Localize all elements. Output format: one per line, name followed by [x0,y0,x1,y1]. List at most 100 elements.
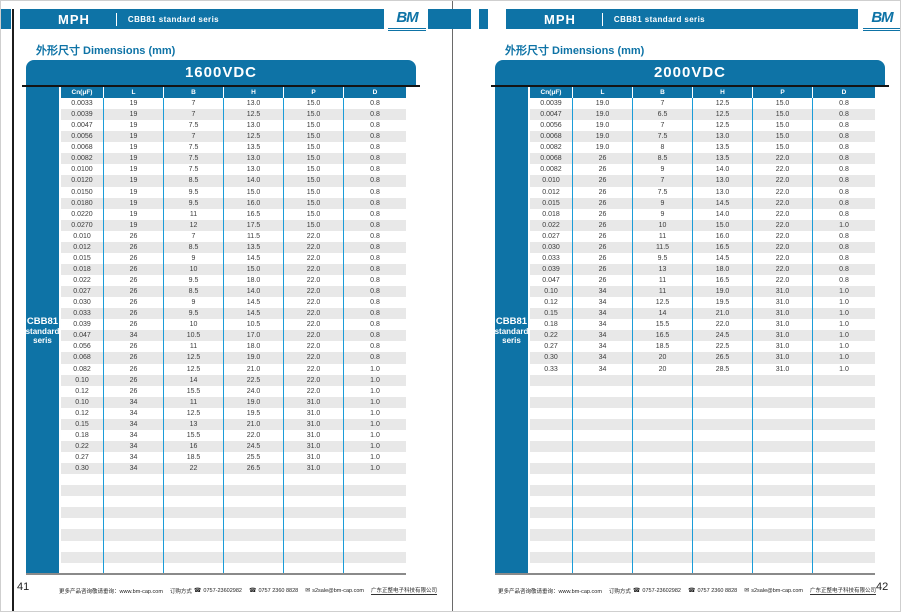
table-row: 0.0056 19 7 12.5 15.0 0.8 [61,131,406,143]
catalog-page-left: MPH CBB81 standard seris BM 外形尺寸 Dimensi… [1,1,471,611]
cell-b: 14 [633,308,693,320]
cell-cn [61,496,104,508]
cell-b [164,474,224,486]
cell-l [573,374,633,386]
cell-b: 10 [633,219,693,231]
cell-p: 22.0 [284,308,344,320]
table-row [530,485,875,497]
cell-d [344,552,406,563]
cell-b [633,440,693,452]
cell-cn: 0.22 [61,440,104,452]
cell-b: 7.5 [164,120,224,132]
section-title: 外形尺寸 Dimensions (mm) [36,45,176,57]
cell-p: 15.0 [284,142,344,154]
cell-cn [530,551,573,563]
cell-l: 19.0 [573,131,633,143]
cell-p: 15.0 [284,186,344,198]
cell-p: 22.0 [284,263,344,275]
cell-h: 15.0 [224,263,284,275]
cell-p: 31.0 [284,463,344,475]
cell-b [633,529,693,541]
cell-p [753,562,813,574]
footer-email-group: ✉ s2sale@bm-cap.com [744,587,803,595]
cell-d [813,541,875,552]
cell-h [224,518,284,530]
cell-d: 0.8 [370,332,380,340]
cell-cn: 0.0047 [61,120,104,132]
cell-b [164,485,224,497]
cell-b: 7 [164,109,224,121]
cell-h: 22.0 [224,429,284,441]
cell-d [813,507,875,518]
cell-cn [530,418,573,430]
cell-cn [530,452,573,464]
cell-l: 26 [104,319,164,331]
cell-l [573,440,633,452]
cell-p: 15.0 [284,109,344,121]
cell-l: 26 [573,175,633,187]
cell-p: 31.0 [284,407,344,419]
cell-l: 19 [104,175,164,187]
cell-p [753,385,813,397]
cell-cn: 0.15 [530,308,573,320]
cell-l: 26 [104,341,164,353]
cell-h: 21.0 [224,418,284,430]
cell-p: 22.0 [753,153,813,165]
cell-p [753,496,813,508]
cell-b: 7 [164,98,224,110]
cell-cn [61,507,104,519]
cell-d [344,485,406,496]
cell-d: 1.0 [370,465,380,473]
cell-b [633,385,693,397]
cell-h: 14.5 [224,252,284,264]
cell-b [633,474,693,486]
table-row: 0.15 34 13 21.0 31.0 1.0 [61,418,406,430]
cell-h [693,518,753,530]
table-row: 0.0082 19 7.5 13.0 15.0 0.8 [61,153,406,165]
cell-cn [530,463,573,475]
cell-l: 19 [104,109,164,121]
table-row [530,385,875,397]
cell-b: 22 [164,463,224,475]
cell-h: 13.0 [224,164,284,176]
cell-cn: 0.27 [61,452,104,464]
cell-l: 19 [104,131,164,143]
table-body: 0.0039 19.0 7 12.5 15.0 0.8 0.0047 19.0 … [530,98,875,574]
cell-h: 21.0 [693,308,753,320]
cell-b: 12.5 [164,363,224,375]
cell-cn: 0.027 [530,230,573,242]
cell-h [693,396,753,408]
table-row [530,562,875,574]
cell-d: 1.0 [370,365,380,373]
table-row: 0.056 26 11 18.0 22.0 0.8 [61,341,406,353]
cell-h [693,429,753,441]
cell-d: 1.0 [839,365,849,373]
cell-b: 7.5 [164,164,224,176]
table-row: 0.033 26 9.5 14.5 22.0 0.8 [61,308,406,320]
cell-l: 26 [573,197,633,209]
cell-h: 21.0 [224,363,284,375]
footer-info-text: 更多产品咨询敬请垂询：www.bm-cap.com [498,588,602,595]
cell-h: 16.0 [224,197,284,209]
cell-cn: 0.10 [61,374,104,386]
cell-d: 0.8 [839,188,849,196]
table-row: 0.0068 19.0 7.5 13.0 15.0 0.8 [530,131,875,143]
cell-cn: 0.039 [530,263,573,275]
cell-cn: 0.022 [61,275,104,287]
bm-logo: BM [388,7,426,31]
cell-p: 22.0 [284,352,344,364]
cell-cn: 0.30 [61,463,104,475]
cell-d [813,552,875,563]
table-header-row: Cn(μF) L B H P D [530,87,875,98]
cell-cn: 0.0056 [61,131,104,143]
cell-d [344,496,406,507]
cell-h: 14.5 [224,297,284,309]
side-tab-line3: seris [502,336,521,345]
cell-h: 12.5 [224,131,284,143]
cell-d: 1.0 [839,221,849,229]
cell-h: 18.0 [693,263,753,275]
cell-b: 18.5 [164,452,224,464]
cell-d: 0.8 [370,254,380,262]
cell-cn: 0.0150 [61,186,104,198]
